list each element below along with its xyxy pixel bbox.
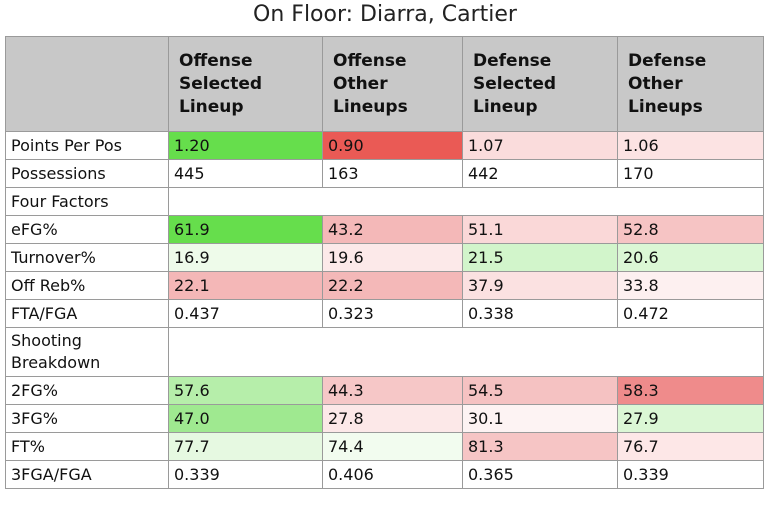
value-cell: 21.5 (462, 243, 618, 272)
column-header: Offense Selected Lineup (168, 36, 323, 132)
column-header-line: Selected (179, 73, 263, 94)
value-cell: 163 (322, 159, 463, 188)
value-cell: 76.7 (617, 432, 764, 461)
value-cell: 47.0 (168, 404, 323, 433)
value-cell: 1.07 (462, 131, 618, 160)
value-cell: 19.6 (322, 243, 463, 272)
value-cell: 77.7 (168, 432, 323, 461)
value-cell: 43.2 (322, 215, 463, 244)
value-cell: 37.9 (462, 271, 618, 300)
value-cell: 27.8 (322, 404, 463, 433)
lineup-stats-table: Offense Selected Lineup Offense Other Li… (5, 36, 764, 489)
value-cell: 0.365 (462, 460, 618, 489)
value-cell: 30.1 (462, 404, 618, 433)
section-row: Shooting Breakdown (5, 327, 764, 377)
row-label: Points Per Pos (5, 131, 169, 160)
column-header-line: Lineup (179, 96, 244, 117)
value-cell: 0.339 (168, 460, 323, 489)
section-blank-cell (168, 327, 764, 377)
value-cell: 1.06 (617, 131, 764, 160)
header-row: Offense Selected Lineup Offense Other Li… (5, 36, 764, 132)
value-cell: 22.2 (322, 271, 463, 300)
column-header-line: Defense (473, 50, 552, 71)
value-cell: 81.3 (462, 432, 618, 461)
table-row: Possessions 445 163 442 170 (5, 159, 764, 188)
value-cell: 74.4 (322, 432, 463, 461)
row-label: Off Reb% (5, 271, 169, 300)
column-header-line: Lineups (628, 96, 703, 117)
row-label: FTA/FGA (5, 299, 169, 328)
row-label: eFG% (5, 215, 169, 244)
column-header: Offense Other Lineups (322, 36, 463, 132)
column-header-line: Other (333, 73, 388, 94)
value-cell: 0.338 (462, 299, 618, 328)
value-cell: 61.9 (168, 215, 323, 244)
column-header-line: Offense (333, 50, 407, 71)
table-row: 3FGA/FGA 0.339 0.406 0.365 0.339 (5, 460, 764, 489)
table-row: 3FG% 47.0 27.8 30.1 27.9 (5, 404, 764, 433)
page-title: On Floor: Diarra, Cartier (253, 2, 517, 27)
value-cell: 0.339 (617, 460, 764, 489)
value-cell: 0.472 (617, 299, 764, 328)
value-cell: 44.3 (322, 376, 463, 405)
value-cell: 0.323 (322, 299, 463, 328)
value-cell: 52.8 (617, 215, 764, 244)
value-cell: 16.9 (168, 243, 323, 272)
value-cell: 22.1 (168, 271, 323, 300)
section-blank-cell (168, 187, 764, 216)
row-label: 3FG% (5, 404, 169, 433)
value-cell: 20.6 (617, 243, 764, 272)
table-row: Turnover% 16.9 19.6 21.5 20.6 (5, 243, 764, 272)
value-cell: 442 (462, 159, 618, 188)
value-cell: 445 (168, 159, 323, 188)
value-cell: 27.9 (617, 404, 764, 433)
column-header-line: Lineup (473, 96, 538, 117)
value-cell: 0.437 (168, 299, 323, 328)
table-row: Points Per Pos 1.20 0.90 1.07 1.06 (5, 131, 764, 160)
value-cell: 51.1 (462, 215, 618, 244)
table-row: FTA/FGA 0.437 0.323 0.338 0.472 (5, 299, 764, 328)
value-cell: 1.20 (168, 131, 323, 160)
table-body: Points Per Pos 1.20 0.90 1.07 1.06 Possession… (5, 131, 764, 489)
value-cell: 58.3 (617, 376, 764, 405)
column-header-line: Other (628, 73, 683, 94)
value-cell: 57.6 (168, 376, 323, 405)
value-cell: 0.90 (322, 131, 463, 160)
value-cell: 0.406 (322, 460, 463, 489)
column-header: Defense Selected Lineup (462, 36, 618, 132)
section-label: Shooting Breakdown (5, 327, 169, 377)
value-cell: 33.8 (617, 271, 764, 300)
column-header-line: Selected (473, 73, 557, 94)
row-label: Possessions (5, 159, 169, 188)
row-label: FT% (5, 432, 169, 461)
row-label: Turnover% (5, 243, 169, 272)
section-row: Four Factors (5, 187, 764, 216)
column-header-line: Defense (628, 50, 707, 71)
value-cell: 170 (617, 159, 764, 188)
value-cell: 54.5 (462, 376, 618, 405)
table-row: FT% 77.7 74.4 81.3 76.7 (5, 432, 764, 461)
column-header-line: Lineups (333, 96, 408, 117)
header-corner-cell (5, 36, 169, 132)
row-label: 2FG% (5, 376, 169, 405)
column-header-line: Offense (179, 50, 253, 71)
table-row: 2FG% 57.6 44.3 54.5 58.3 (5, 376, 764, 405)
column-header: Defense Other Lineups (617, 36, 764, 132)
row-label: 3FGA/FGA (5, 460, 169, 489)
table-row: eFG% 61.9 43.2 51.1 52.8 (5, 215, 764, 244)
section-label: Four Factors (5, 187, 169, 216)
table-row: Off Reb% 22.1 22.2 37.9 33.8 (5, 271, 764, 300)
